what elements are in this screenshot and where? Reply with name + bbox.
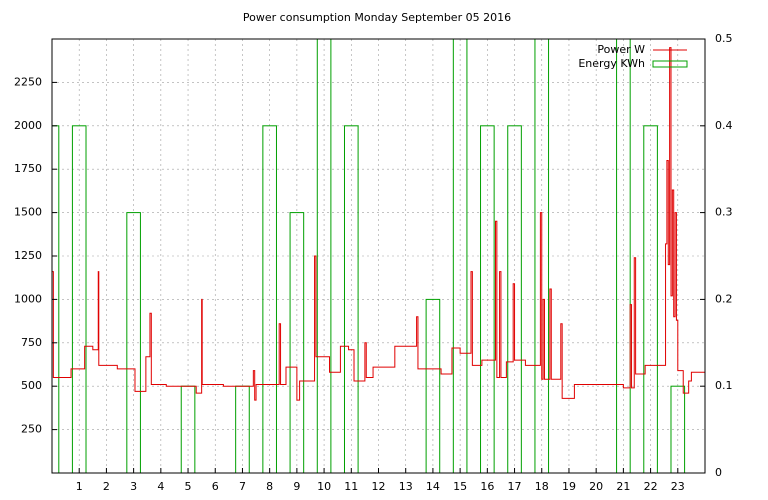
grid bbox=[52, 39, 705, 473]
energy-box bbox=[534, 39, 550, 473]
energy-box bbox=[425, 298, 441, 473]
y2-tick-label: 0.1 bbox=[715, 379, 733, 392]
y2-tick-label: 0.4 bbox=[715, 119, 733, 132]
y-tick-label: 750 bbox=[21, 336, 42, 349]
energy-box bbox=[452, 39, 468, 473]
y-tick-label: 1250 bbox=[14, 249, 42, 262]
energy-box bbox=[71, 125, 87, 473]
energy-box bbox=[507, 125, 522, 473]
x-tick-label: 16 bbox=[480, 480, 494, 493]
plot-area bbox=[52, 39, 705, 473]
x-tick-label: 11 bbox=[344, 480, 358, 493]
energy-box bbox=[643, 125, 658, 473]
x-tick-label: 20 bbox=[589, 480, 603, 493]
x-tick-label: 6 bbox=[212, 480, 219, 493]
y-tick-label: 500 bbox=[21, 379, 42, 392]
legend-label: Power W bbox=[597, 43, 645, 56]
y2-tick-label: 0 bbox=[715, 466, 722, 479]
x-tick-label: 14 bbox=[426, 480, 440, 493]
x-tick-label: 10 bbox=[317, 480, 331, 493]
chart-title: Power consumption Monday September 05 20… bbox=[243, 11, 511, 24]
y2-tick-label: 0.5 bbox=[715, 32, 733, 45]
x-tick-label: 3 bbox=[130, 480, 137, 493]
y-tick-label: 1000 bbox=[14, 292, 42, 305]
x-tick-label: 5 bbox=[185, 480, 192, 493]
x-tick-label: 22 bbox=[644, 480, 658, 493]
x-tick-label: 19 bbox=[562, 480, 576, 493]
energy-box bbox=[480, 125, 495, 473]
energy-box bbox=[262, 125, 277, 473]
energy-box bbox=[289, 212, 305, 473]
x-tick-label: 17 bbox=[508, 480, 522, 493]
power-line bbox=[52, 47, 705, 401]
x-tick-label: 18 bbox=[535, 480, 549, 493]
y-tick-label: 250 bbox=[21, 423, 42, 436]
x-tick-label: 15 bbox=[453, 480, 467, 493]
y-tick-label: 2250 bbox=[14, 75, 42, 88]
energy-box bbox=[616, 39, 631, 473]
x-tick-label: 2 bbox=[103, 480, 110, 493]
y2-tick-label: 0.2 bbox=[715, 292, 733, 305]
legend-swatch bbox=[652, 60, 688, 68]
y2-tick-label: 0.3 bbox=[715, 206, 733, 219]
y-tick-label: 2000 bbox=[14, 119, 42, 132]
x-tick-label: 8 bbox=[266, 480, 273, 493]
energy-box bbox=[126, 212, 141, 473]
y-tick-label: 1750 bbox=[14, 162, 42, 175]
x-tick-label: 9 bbox=[293, 480, 300, 493]
x-tick-label: 13 bbox=[399, 480, 413, 493]
energy-box bbox=[343, 125, 359, 473]
energy-box bbox=[670, 385, 686, 473]
labels: 1 2 3 4 5 6 7 8 9 10 11 12 13 14 15 16 17 18 19 20 21 22 23250… bbox=[14, 32, 733, 493]
x-tick-label: 7 bbox=[239, 480, 246, 493]
y-tick-label: 1500 bbox=[14, 206, 42, 219]
x-tick-label: 23 bbox=[671, 480, 685, 493]
x-tick-label: 12 bbox=[372, 480, 386, 493]
energy-box bbox=[316, 39, 332, 473]
x-tick-label: 21 bbox=[616, 480, 630, 493]
x-tick-label: 4 bbox=[157, 480, 164, 493]
x-tick-label: 1 bbox=[76, 480, 83, 493]
legend-label: Energy KWh bbox=[578, 57, 645, 70]
